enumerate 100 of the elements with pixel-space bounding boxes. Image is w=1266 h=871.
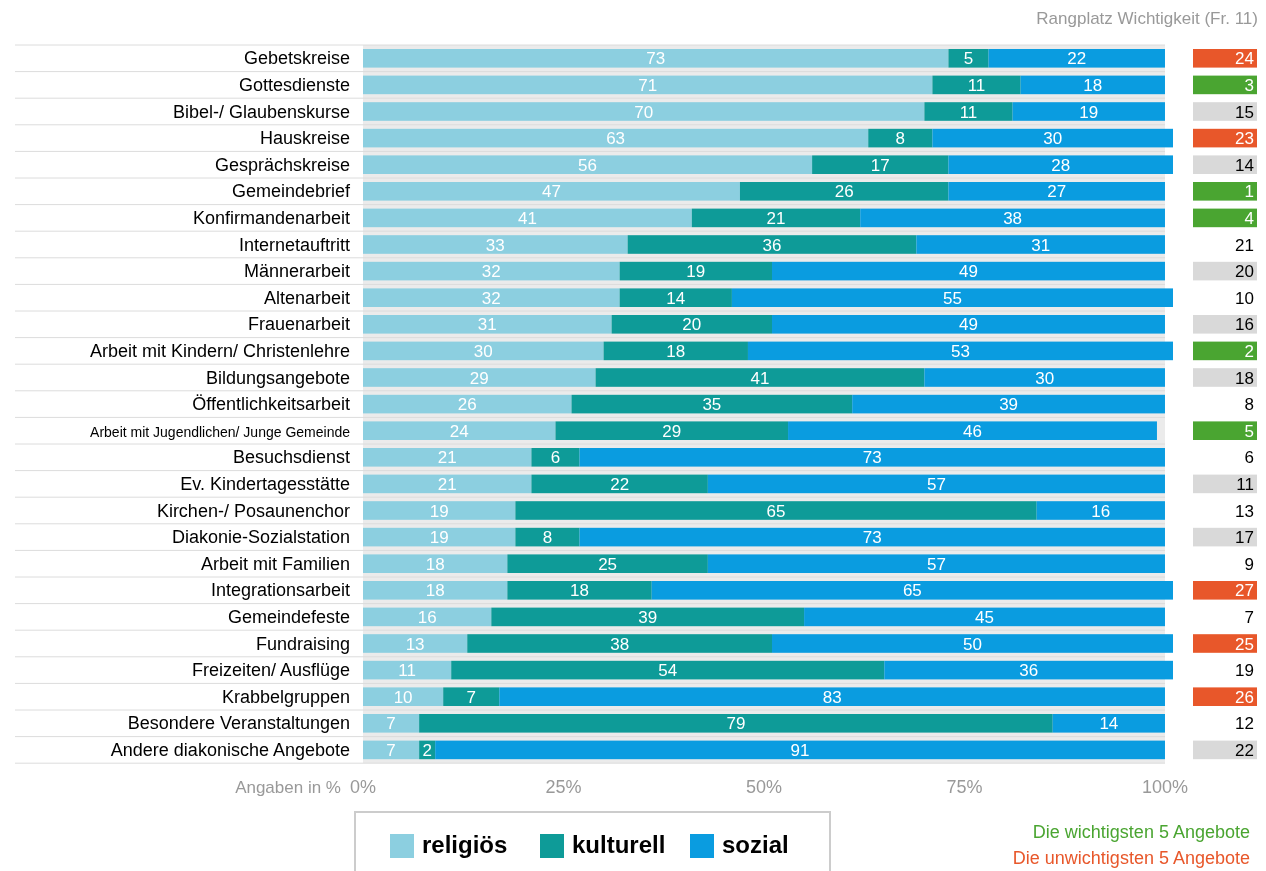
y-tick-label: Besondere Veranstaltungen bbox=[127, 713, 350, 734]
data-label: 5 bbox=[1244, 421, 1254, 441]
data-label: 56 bbox=[578, 155, 598, 175]
y-tick-label: Freizeiten/ Ausflüge bbox=[191, 660, 350, 681]
data-label: 25 bbox=[1235, 634, 1254, 654]
data-label: 13 bbox=[1235, 501, 1254, 521]
data-label: 17 bbox=[1235, 528, 1254, 548]
bar bbox=[363, 501, 516, 520]
data-label: 31 bbox=[477, 315, 497, 335]
data-label: 91 bbox=[790, 740, 810, 760]
data-label: 29 bbox=[469, 368, 489, 388]
data-label: 2 bbox=[422, 740, 432, 760]
bar bbox=[443, 687, 500, 706]
data-label: 19 bbox=[1079, 102, 1099, 122]
data-label: 63 bbox=[606, 129, 626, 149]
data-label: 47 bbox=[542, 182, 561, 202]
data-label: 30 bbox=[1035, 368, 1055, 388]
data-label: 24 bbox=[449, 421, 469, 441]
bar bbox=[363, 554, 508, 573]
y-tick-label: Gemeindefeste bbox=[227, 606, 350, 627]
data-label: 14 bbox=[1099, 714, 1119, 734]
y-tick-label: Integrationsarbeit bbox=[210, 580, 350, 601]
bar bbox=[932, 75, 1021, 95]
data-label: 17 bbox=[870, 155, 890, 175]
data-label: 10 bbox=[393, 687, 413, 707]
bar bbox=[611, 315, 773, 334]
bar bbox=[363, 527, 516, 547]
data-label: 30 bbox=[1043, 129, 1063, 149]
bar bbox=[619, 288, 732, 307]
y-tick-label: Gebetskreise bbox=[243, 48, 350, 69]
data-label: 21 bbox=[437, 448, 457, 468]
legend-label: sozial bbox=[722, 831, 789, 858]
bar bbox=[531, 474, 708, 494]
bar bbox=[619, 261, 773, 281]
data-label: 33 bbox=[485, 235, 505, 255]
y-tick-label: Arbeit mit Familien bbox=[200, 553, 350, 574]
data-label: 55 bbox=[942, 288, 962, 308]
data-label: 30 bbox=[473, 341, 493, 361]
bar bbox=[507, 554, 708, 573]
bar bbox=[491, 607, 805, 627]
data-label: 54 bbox=[658, 661, 678, 681]
bar bbox=[363, 740, 420, 760]
bar bbox=[363, 341, 604, 361]
data-label: 21 bbox=[437, 474, 457, 494]
x-tick-label: 75% bbox=[946, 777, 983, 797]
bar bbox=[707, 554, 1165, 573]
data-label: 16 bbox=[1091, 501, 1111, 521]
bar bbox=[363, 261, 620, 281]
bar bbox=[507, 581, 652, 600]
bar bbox=[1012, 102, 1165, 121]
data-label: 53 bbox=[951, 341, 970, 361]
data-label: 38 bbox=[1003, 208, 1023, 228]
data-label: 12 bbox=[1235, 714, 1254, 734]
data-label: 18 bbox=[1235, 368, 1254, 388]
bar bbox=[804, 607, 1165, 627]
data-label: 20 bbox=[682, 315, 702, 335]
bar bbox=[651, 581, 1173, 600]
data-label: 10 bbox=[1235, 288, 1254, 308]
data-label: 24 bbox=[1235, 49, 1254, 69]
bar bbox=[363, 75, 933, 95]
bar bbox=[363, 49, 949, 68]
data-label: 36 bbox=[762, 235, 782, 255]
data-label: 57 bbox=[926, 554, 946, 574]
legend-label: religiös bbox=[422, 831, 508, 858]
bar bbox=[363, 714, 420, 733]
bar bbox=[435, 740, 1165, 760]
data-label: 19 bbox=[429, 501, 449, 521]
y-tick-label: Bildungsangebote bbox=[205, 367, 350, 388]
bar bbox=[515, 527, 580, 547]
data-label: 26 bbox=[834, 182, 854, 202]
data-label: 29 bbox=[662, 421, 682, 441]
data-label: 14 bbox=[666, 288, 686, 308]
data-label: 5 bbox=[963, 49, 974, 69]
text: Die unwichtigsten 5 Angebote bbox=[1012, 848, 1250, 868]
data-label: 3 bbox=[1244, 75, 1254, 95]
bar bbox=[1052, 714, 1165, 733]
bar bbox=[363, 102, 925, 121]
data-label: 32 bbox=[481, 262, 501, 282]
data-label: 8 bbox=[542, 528, 553, 548]
data-label: 7 bbox=[386, 714, 396, 734]
data-label: 11 bbox=[959, 102, 978, 122]
data-label: 32 bbox=[481, 288, 501, 308]
data-label: 11 bbox=[967, 75, 986, 95]
bar bbox=[860, 208, 1165, 228]
bar bbox=[852, 394, 1165, 414]
y-tick-label: Gemeindebrief bbox=[231, 181, 351, 202]
text: Rangplatz Wichtigkeit (Fr. 11) bbox=[1036, 9, 1258, 28]
x-tick-label: 25% bbox=[545, 777, 582, 797]
data-label: 41 bbox=[750, 368, 770, 388]
bar bbox=[948, 49, 989, 68]
y-tick-label: Andere diakonische Angebote bbox=[110, 739, 350, 760]
bar bbox=[1036, 501, 1165, 520]
bar bbox=[363, 581, 508, 600]
x-axis-title: Angaben in % bbox=[235, 778, 341, 797]
y-tick-label: Ev. Kindertagesstätte bbox=[180, 473, 350, 494]
bar bbox=[747, 341, 1173, 361]
data-label: 83 bbox=[822, 687, 842, 707]
data-label: 6 bbox=[1244, 448, 1254, 468]
bar bbox=[363, 660, 452, 680]
bar bbox=[731, 288, 1173, 307]
